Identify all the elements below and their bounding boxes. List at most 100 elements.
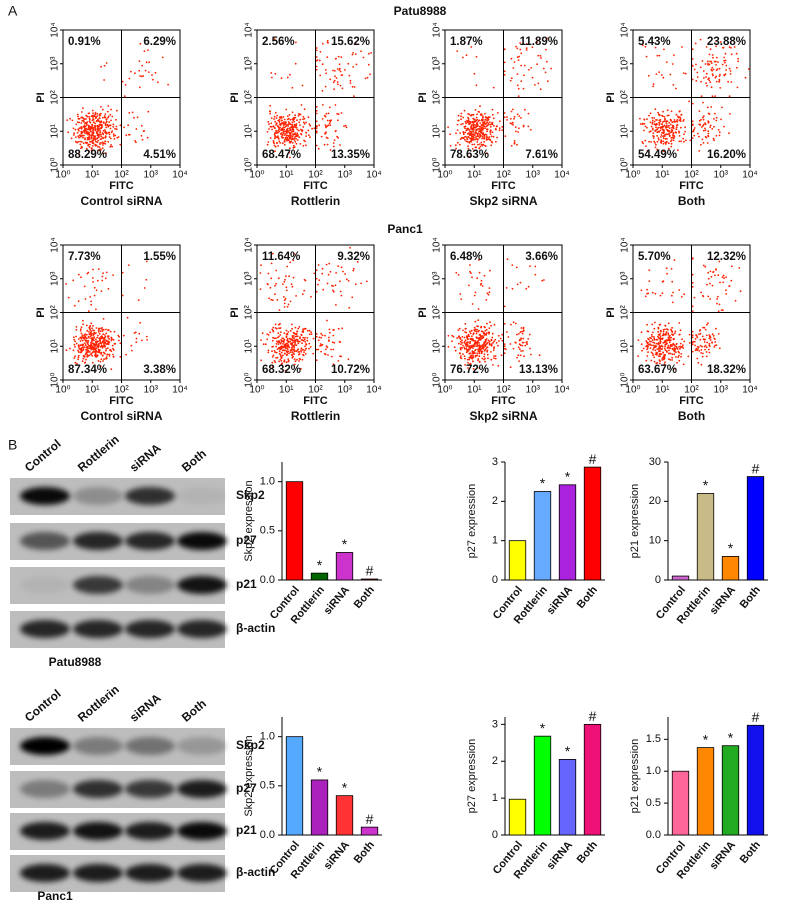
event-dot <box>78 300 80 302</box>
event-dot <box>86 325 88 327</box>
event-dot <box>97 127 99 129</box>
event-dot <box>513 321 515 323</box>
event-dot <box>673 84 675 86</box>
event-dot <box>82 334 84 336</box>
event-dot <box>665 334 667 336</box>
event-dot <box>498 335 500 337</box>
significance-marker: * <box>317 557 323 573</box>
quadrant-label: 6.29% <box>143 36 176 48</box>
event-dot <box>519 49 521 51</box>
event-dot <box>330 271 332 273</box>
event-dot <box>75 136 77 138</box>
blot-band <box>125 780 175 798</box>
event-dot <box>110 125 112 127</box>
event-dot <box>102 333 104 335</box>
event-dot <box>301 342 303 344</box>
bar <box>672 771 689 835</box>
event-dot <box>102 342 104 344</box>
event-dot <box>479 130 481 132</box>
event-dot <box>488 136 490 138</box>
event-dot <box>66 119 68 121</box>
event-dot <box>81 131 83 133</box>
event-dot <box>327 144 329 146</box>
event-dot <box>660 341 662 343</box>
event-dot <box>327 42 329 44</box>
event-dot <box>662 346 664 348</box>
bar <box>534 736 551 835</box>
event-dot <box>488 138 490 140</box>
event-dot <box>93 132 95 134</box>
event-dot <box>706 351 708 353</box>
event-dot <box>673 140 675 142</box>
event-dot <box>481 337 483 339</box>
event-dot <box>718 310 720 312</box>
event-dot <box>268 297 270 299</box>
event-dot <box>499 120 501 122</box>
event-dot <box>658 122 660 124</box>
event-dot <box>517 354 519 356</box>
event-dot <box>477 319 479 321</box>
event-dot <box>316 269 318 271</box>
bar <box>584 467 601 580</box>
event-dot <box>287 358 289 360</box>
event-dot <box>90 138 92 140</box>
event-dot <box>167 84 169 86</box>
y-tick-label: 10¹ <box>50 338 61 353</box>
event-dot <box>713 346 715 348</box>
event-dot <box>458 274 460 276</box>
event-dot <box>294 350 296 352</box>
event-dot <box>134 72 136 74</box>
event-dot <box>337 81 339 83</box>
event-cloud <box>66 105 121 155</box>
event-dot <box>292 136 294 138</box>
bar <box>336 796 353 835</box>
event-dot <box>648 141 650 143</box>
event-dot <box>91 355 93 357</box>
event-dot <box>466 136 468 138</box>
event-dot <box>658 331 660 333</box>
event-dot <box>327 137 329 139</box>
x-tick-label: 10³ <box>144 170 159 181</box>
event-dot <box>276 299 278 301</box>
event-dot <box>687 356 689 358</box>
event-dot <box>289 142 291 144</box>
event-dot <box>76 326 78 328</box>
event-dot <box>318 279 320 281</box>
event-dot <box>476 138 478 140</box>
event-dot <box>292 142 294 144</box>
event-dot <box>471 356 473 358</box>
event-dot <box>707 296 709 298</box>
event-dot <box>335 272 337 274</box>
event-dot <box>485 344 487 346</box>
bar <box>722 556 739 580</box>
event-dot <box>659 345 661 347</box>
event-dot <box>472 346 474 348</box>
event-cloud <box>504 109 532 147</box>
event-dot <box>700 81 702 83</box>
bar <box>584 724 601 835</box>
event-cloud <box>316 104 348 151</box>
y-tick-label: 10² <box>432 90 443 105</box>
event-dot <box>94 287 96 289</box>
event-dot <box>141 76 143 78</box>
event-dot <box>704 327 706 329</box>
event-dot <box>130 345 132 347</box>
event-dot <box>720 119 722 121</box>
event-dot <box>330 349 332 351</box>
event-dot <box>496 342 498 344</box>
event-dot <box>316 60 318 62</box>
y-tick-label: 10² <box>50 90 61 105</box>
event-dot <box>715 328 717 330</box>
event-dot <box>493 346 495 348</box>
event-dot <box>87 354 89 356</box>
event-dot <box>685 73 687 75</box>
event-dot <box>673 54 675 56</box>
x-tick-label: 10⁴ <box>172 170 187 181</box>
event-dot <box>304 108 306 110</box>
event-dot <box>265 343 267 345</box>
event-dot <box>712 333 714 335</box>
y-tick-label: 3 <box>492 718 498 730</box>
event-dot <box>664 342 666 344</box>
event-dot <box>148 61 150 63</box>
event-dot <box>465 125 467 127</box>
